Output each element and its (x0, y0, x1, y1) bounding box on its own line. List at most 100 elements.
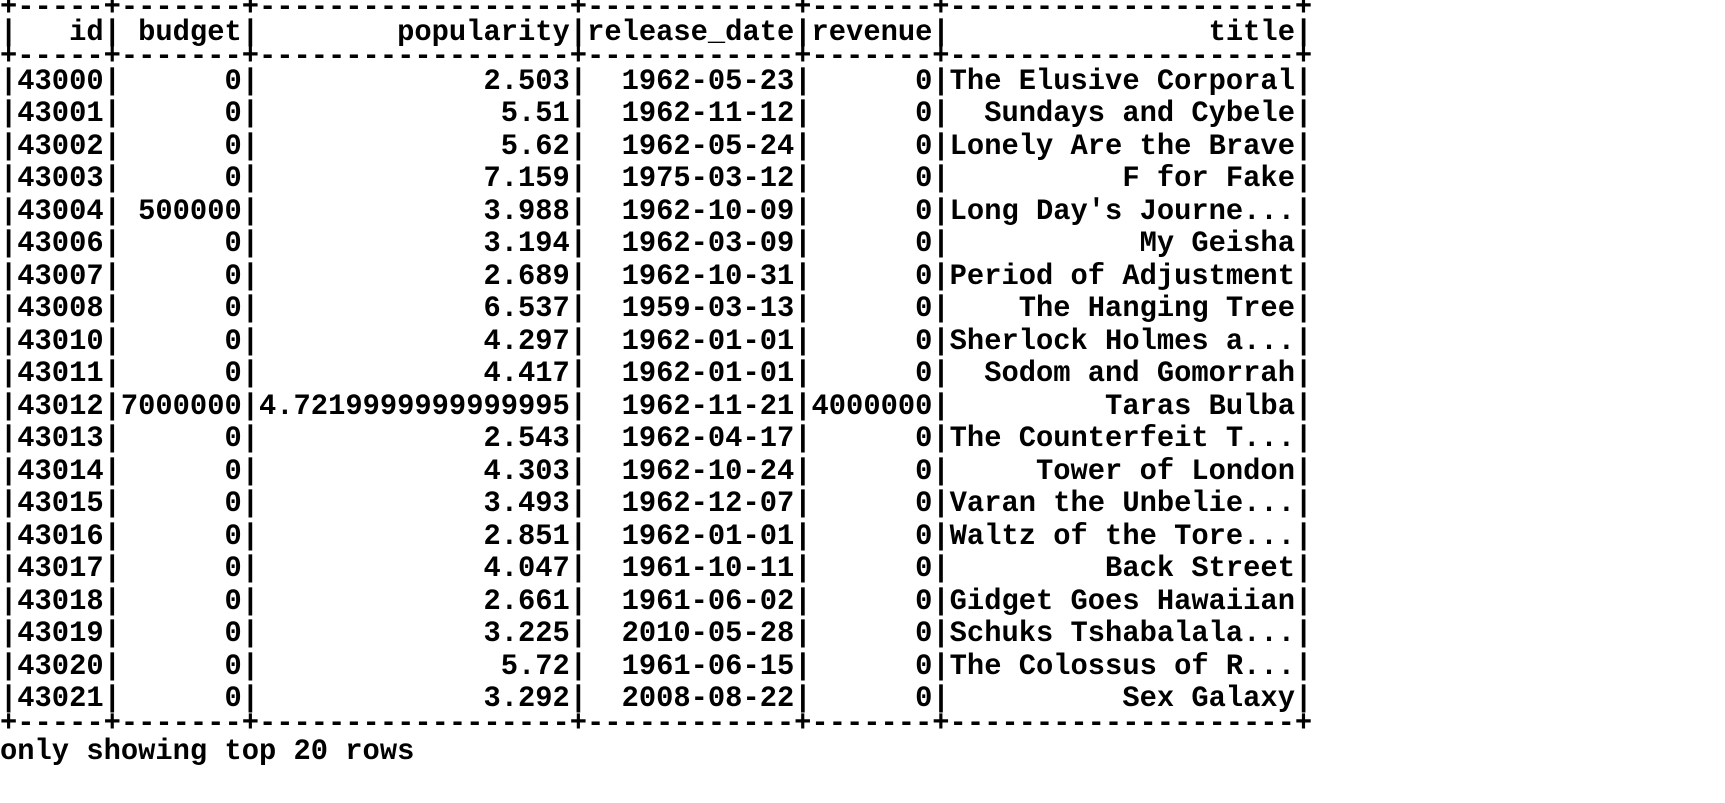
cell-id: 43010 (17, 324, 104, 358)
table-row: |43021| 0| 3.292| 2008-08-22| 0| Sex Gal… (0, 682, 1313, 715)
cell-title: Tower of London (949, 454, 1295, 488)
cell-popularity: 4.303 (259, 454, 570, 488)
cell-popularity: 6.537 (259, 292, 570, 325)
cell-title: Long Day's Journe... (949, 194, 1295, 228)
table-row: |43004| 500000| 3.988| 1962-10-09| 0|Lon… (0, 194, 1313, 228)
cell-id: 43015 (17, 487, 104, 520)
cell-popularity: 3.194 (259, 227, 570, 260)
cell-id: 43004 (17, 194, 104, 228)
cell-id: 43001 (17, 97, 104, 130)
cell-revenue: 4000000 (811, 389, 933, 423)
table-row: |43010| 0| 4.297| 1962-01-01| 0|Sherlock… (0, 324, 1313, 358)
row-count-notice: only showing top 20 rows (0, 735, 415, 768)
header-cell-title: title (949, 15, 1295, 49)
cell-release-date: 1962-05-24 (587, 129, 795, 163)
cell-popularity: 4.417 (259, 357, 570, 390)
cell-revenue: 0 (811, 357, 933, 390)
cell-popularity: 2.689 (259, 259, 570, 293)
cell-title: Gidget Goes Hawaiian (949, 584, 1295, 618)
cell-id: 43016 (17, 519, 104, 553)
cell-title: Taras Bulba (949, 389, 1295, 423)
cell-revenue: 0 (811, 194, 933, 228)
header-cell-budget: budget (120, 15, 242, 49)
cell-id: 43008 (17, 292, 104, 325)
cell-release-date: 1962-11-12 (587, 97, 795, 130)
cell-budget: 500000 (120, 194, 242, 228)
cell-release-date: 1962-01-01 (587, 357, 795, 390)
cell-budget: 7000000 (120, 389, 242, 423)
cell-release-date: 1975-03-12 (587, 162, 795, 195)
table-row: |43007| 0| 2.689| 1962-10-31| 0|Period o… (0, 259, 1313, 293)
cell-release-date: 1962-05-23 (587, 64, 795, 98)
header-cell-popularity: popularity (259, 15, 570, 49)
cell-title: Varan the Unbelie... (949, 487, 1295, 520)
cell-release-date: 1962-12-07 (587, 487, 795, 520)
header-cell-release-date: release_date (587, 15, 795, 49)
table-bottom-border: +-----+-------+------------------+------… (0, 706, 1313, 740)
cell-release-date: 1961-06-15 (587, 649, 795, 683)
cell-release-date: 2010-05-28 (587, 617, 795, 650)
cell-title: Sherlock Holmes a... (949, 324, 1295, 358)
cell-revenue: 0 (811, 227, 933, 260)
cell-budget: 0 (120, 617, 242, 650)
cell-id: 43007 (17, 259, 104, 293)
cell-id: 43020 (17, 649, 104, 683)
table-row: |43006| 0| 3.194| 1962-03-09| 0| My Geis… (0, 227, 1313, 260)
cell-release-date: 1962-01-01 (587, 324, 795, 358)
cell-release-date: 1962-10-31 (587, 259, 795, 293)
cell-popularity: 2.851 (259, 519, 570, 553)
cell-budget: 0 (120, 64, 242, 98)
cell-revenue: 0 (811, 292, 933, 325)
cell-release-date: 1961-10-11 (587, 552, 795, 585)
cell-title: The Colossus of R... (949, 649, 1295, 683)
cell-budget: 0 (120, 292, 242, 325)
cell-title: The Counterfeit T... (949, 422, 1295, 455)
table-row: |43020| 0| 5.72| 1961-06-15| 0|The Colos… (0, 649, 1313, 683)
cell-id: 43011 (17, 357, 104, 390)
cell-title: Sex Galaxy (949, 682, 1295, 715)
cell-budget: 0 (120, 649, 242, 683)
cell-title: My Geisha (949, 227, 1295, 260)
cell-revenue: 0 (811, 682, 933, 715)
table-row: |43008| 0| 6.537| 1959-03-13| 0| The Han… (0, 292, 1313, 325)
cell-id: 43003 (17, 162, 104, 195)
table-row: |43017| 0| 4.047| 1961-10-11| 0| Back St… (0, 552, 1313, 585)
cell-budget: 0 (120, 552, 242, 585)
cell-revenue: 0 (811, 422, 933, 455)
cell-release-date: 2008-08-22 (587, 682, 795, 715)
table-row: |43014| 0| 4.303| 1962-10-24| 0| Tower o… (0, 454, 1313, 488)
cell-popularity: 2.661 (259, 584, 570, 618)
cell-id: 43000 (17, 64, 104, 98)
cell-release-date: 1962-11-21 (587, 389, 795, 423)
cell-id: 43021 (17, 682, 104, 715)
cell-budget: 0 (120, 324, 242, 358)
cell-budget: 0 (120, 129, 242, 163)
cell-release-date: 1962-01-01 (587, 519, 795, 553)
table-row: |43016| 0| 2.851| 1962-01-01| 0|Waltz of… (0, 519, 1313, 553)
table-row: |43003| 0| 7.159| 1975-03-12| 0| F for F… (0, 162, 1313, 195)
table-row: |43001| 0| 5.51| 1962-11-12| 0| Sundays … (0, 97, 1313, 130)
cell-id: 43012 (17, 389, 104, 423)
table-header-border: +-----+-------+------------------+------… (0, 40, 1313, 73)
header-cell-id: id (17, 15, 104, 49)
cell-id: 43018 (17, 584, 104, 618)
table-row: |43011| 0| 4.417| 1962-01-01| 0| Sodom a… (0, 357, 1313, 390)
cell-budget: 0 (120, 454, 242, 488)
cell-popularity: 5.62 (259, 129, 570, 163)
cell-id: 43014 (17, 454, 104, 488)
cell-title: Back Street (949, 552, 1295, 585)
cell-revenue: 0 (811, 487, 933, 520)
cell-revenue: 0 (811, 454, 933, 488)
cell-revenue: 0 (811, 649, 933, 683)
cell-popularity: 4.7219999999999995 (259, 389, 570, 423)
cell-release-date: 1962-10-24 (587, 454, 795, 488)
table-row: |43019| 0| 3.225| 2010-05-28| 0|Schuks T… (0, 617, 1313, 650)
cell-revenue: 0 (811, 97, 933, 130)
cell-popularity: 5.51 (259, 97, 570, 130)
cell-revenue: 0 (811, 129, 933, 163)
cell-budget: 0 (120, 422, 242, 455)
cell-revenue: 0 (811, 259, 933, 293)
cell-popularity: 3.225 (259, 617, 570, 650)
cell-budget: 0 (120, 682, 242, 715)
cell-popularity: 4.047 (259, 552, 570, 585)
